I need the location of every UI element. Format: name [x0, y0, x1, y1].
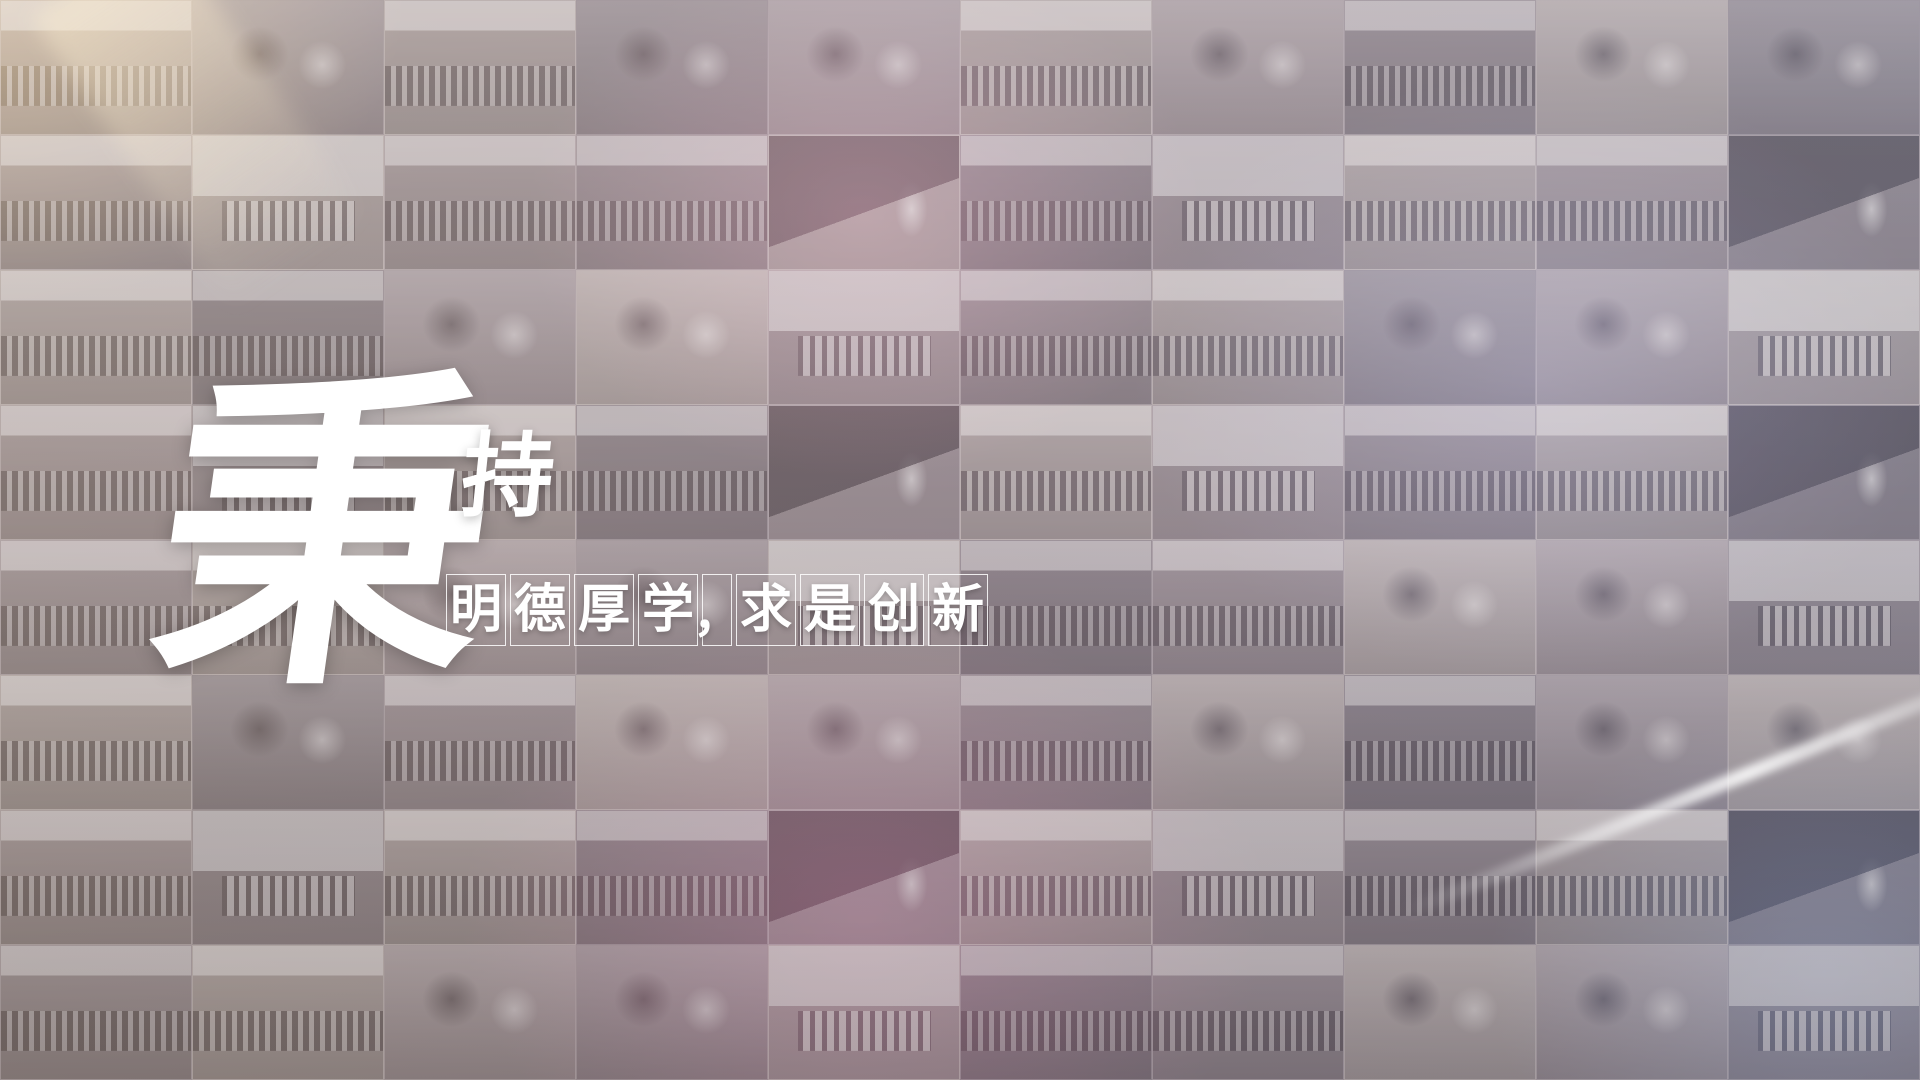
motto-comma: ， [693, 574, 741, 646]
motto-char: 德 [510, 574, 570, 646]
motto-char: 求 [736, 574, 796, 646]
calligraphy-second-char: 持 [456, 422, 560, 530]
motto-char: 明 [446, 574, 506, 646]
motto-char: 学 [638, 574, 698, 646]
motto: 明 德 厚 学 ， 求 是 创 新 [446, 574, 992, 646]
motto-char: 厚 [574, 574, 634, 646]
calligraphy-main-char: 秉 [132, 341, 518, 729]
motto-char: 是 [800, 574, 860, 646]
motto-char: 新 [928, 574, 988, 646]
motto-char: 创 [864, 574, 924, 646]
